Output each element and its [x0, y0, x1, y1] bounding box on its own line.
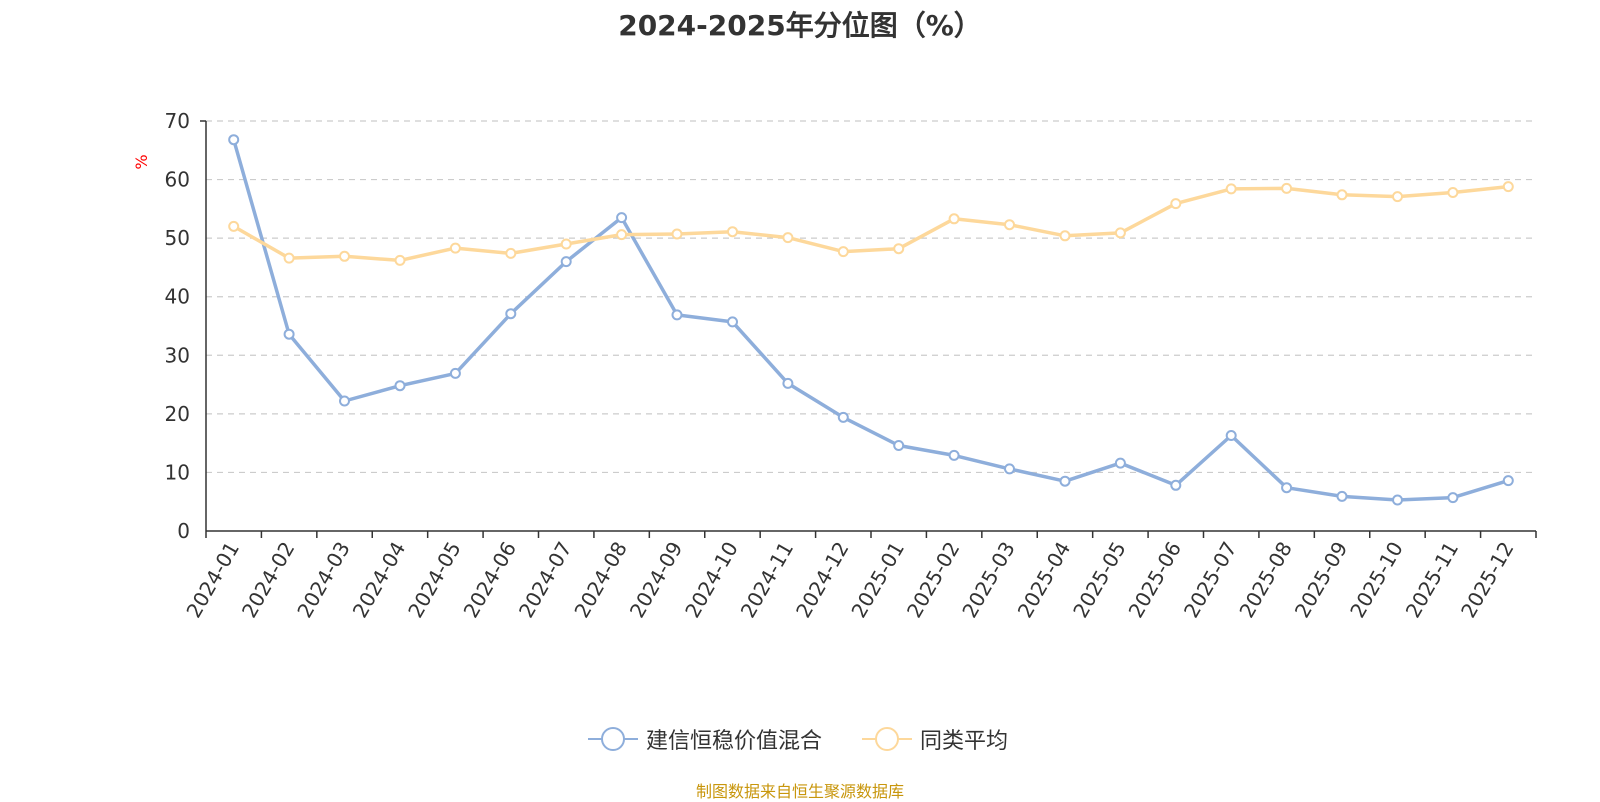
series-1-point — [1447, 492, 1459, 504]
series-2-point — [339, 250, 350, 262]
series-2-point — [1502, 181, 1514, 193]
legend-item-series-1[interactable]: 建信恒稳价值混合 — [588, 722, 822, 756]
series-1-point — [893, 440, 905, 451]
series-2-point — [449, 242, 461, 254]
legend-label-series-1: 建信恒稳价值混合 — [646, 729, 823, 754]
y-tick-label: 20 — [165, 402, 190, 426]
y-tick-label: 60 — [165, 168, 190, 192]
series-2-point — [394, 254, 406, 266]
series-1-point — [727, 316, 738, 328]
series-2-point — [1170, 198, 1182, 210]
series-2-line — [231, 184, 1511, 263]
series-1-point — [671, 309, 683, 321]
series-2-point — [1114, 227, 1126, 239]
y-tick-label: 30 — [165, 343, 190, 367]
y-tick-label: 40 — [165, 285, 190, 309]
x-tick-label: 2025-02 — [902, 538, 965, 622]
series-1-point — [837, 411, 849, 423]
series-1-point — [1170, 479, 1182, 491]
series-2-point — [228, 220, 240, 232]
x-tick-label: 2024-01 — [181, 538, 244, 622]
series-2-point — [1447, 187, 1459, 198]
x-tick-label: 2024-08 — [569, 538, 632, 622]
series-1-point — [1114, 457, 1126, 469]
x-tick-label: 2024-09 — [625, 538, 688, 622]
series-1-point — [1059, 475, 1071, 487]
series-1-point — [1225, 430, 1237, 441]
x-tick-label: 2024-04 — [348, 538, 411, 622]
y-tick-label: 10 — [165, 460, 190, 484]
source-note: 制图数据来自恒生聚源数据库 — [695, 782, 904, 801]
series-2-point — [727, 226, 738, 238]
series-2-point — [893, 243, 905, 255]
series-1-point — [616, 212, 628, 224]
legend: 建信恒稳价值混合 同类平均 — [0, 722, 1600, 756]
legend-marker-series-2-icon — [862, 727, 912, 751]
x-tick-label: 2025-05 — [1068, 538, 1131, 622]
y-tick-label: 70 — [165, 109, 190, 133]
y-tick-label: 50 — [165, 226, 190, 250]
series-1-point — [1281, 482, 1293, 494]
legend-label-series-2: 同类平均 — [920, 729, 1009, 754]
x-tick-label: 2025-01 — [846, 538, 909, 622]
series-1-point — [1004, 463, 1015, 475]
legend-item-series-2[interactable]: 同类平均 — [862, 722, 1008, 756]
series-2-point — [837, 246, 849, 258]
series-1-point — [782, 377, 794, 389]
series-2-point — [671, 228, 683, 240]
x-tick-label: 2024-10 — [680, 538, 743, 622]
series-2-point — [1392, 191, 1403, 203]
x-tick-label: 2024-05 — [403, 538, 466, 622]
x-tick-label: 2025-09 — [1290, 538, 1353, 622]
y-tick-label: 0 — [177, 519, 190, 543]
series-1-point — [948, 449, 960, 461]
series-1-point — [283, 328, 295, 340]
chart-title: 2024-2025年分位图（%） — [618, 9, 982, 42]
series-2-point — [1336, 189, 1348, 201]
x-tick-label: 2024-03 — [292, 538, 355, 622]
series-2-point — [616, 229, 628, 241]
legend-marker-series-1-icon — [588, 727, 638, 751]
series-1-point — [1392, 494, 1403, 506]
x-tick-label: 2025-10 — [1345, 538, 1408, 622]
series-1-point — [560, 256, 572, 268]
x-tick-label: 2025-12 — [1456, 538, 1519, 622]
series-2-point — [505, 247, 517, 259]
x-tick-label: 2024-07 — [514, 538, 577, 622]
series-1-line — [231, 137, 1511, 502]
x-tick-label: 2025-08 — [1234, 538, 1297, 622]
x-tick-label: 2024-06 — [459, 538, 522, 622]
series-1-point — [505, 308, 517, 320]
x-tick-label: 2025-11 — [1401, 538, 1464, 622]
x-tick-label: 2024-11 — [736, 538, 799, 622]
series-2-point — [283, 252, 295, 264]
y-axis-label: % — [132, 154, 151, 169]
series-1-point — [394, 380, 406, 392]
x-tick-label: 2025-07 — [1179, 538, 1242, 622]
series-2-point — [1004, 219, 1015, 231]
series-2-point — [1059, 230, 1071, 242]
series-1-point — [228, 134, 240, 146]
x-tick-label: 2025-03 — [957, 538, 1020, 622]
series-2-point — [782, 232, 794, 244]
x-tick-label: 2025-04 — [1013, 538, 1076, 622]
series-1-point — [1502, 475, 1514, 487]
series-1-point — [1336, 490, 1348, 502]
x-tick-label: 2024-02 — [237, 538, 300, 622]
series-2-point — [1281, 182, 1293, 194]
series-2-point — [1225, 183, 1237, 195]
series-2-point — [560, 238, 572, 250]
series-2-point — [948, 213, 960, 225]
series-1-point — [339, 395, 350, 407]
x-tick-label: 2024-12 — [791, 538, 854, 622]
x-tick-label: 2025-06 — [1124, 538, 1187, 622]
series-1-point — [449, 367, 461, 379]
